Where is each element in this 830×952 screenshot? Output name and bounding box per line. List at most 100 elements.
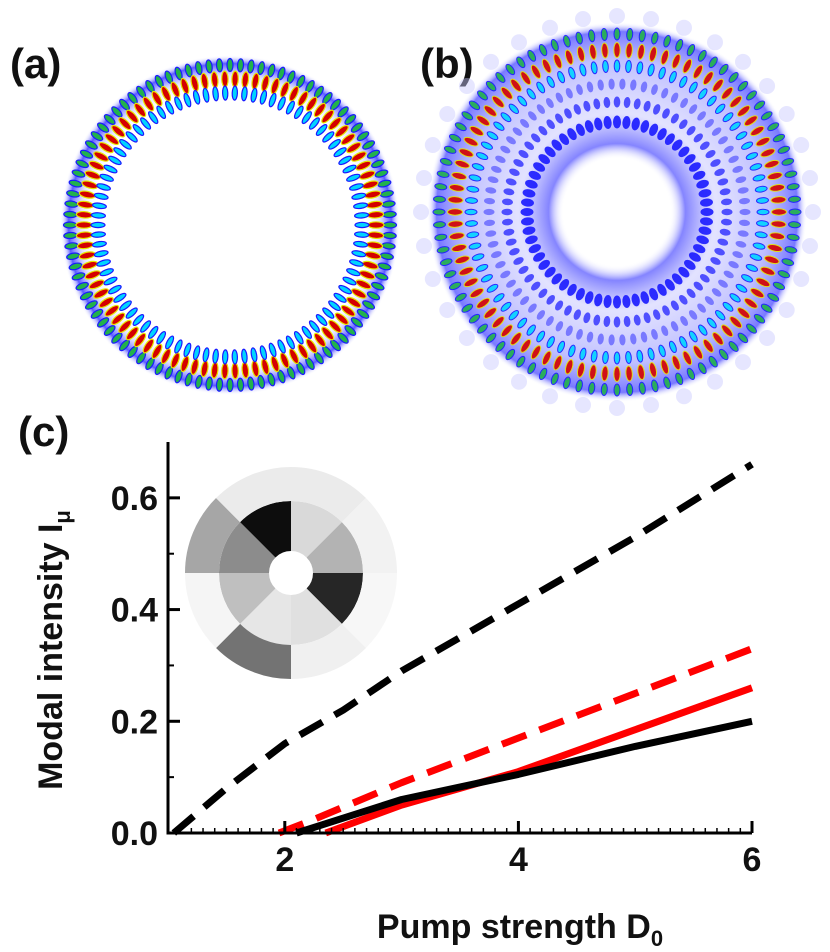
pattern-a-lobe (98, 296, 114, 309)
pattern-a-lobe (99, 173, 114, 182)
pattern-a-lobe (75, 221, 93, 229)
pattern-a-lobe (379, 189, 394, 198)
pattern-a-lobe (328, 300, 341, 312)
pattern-a-lobe (349, 259, 364, 267)
pattern-a-lobe (297, 90, 309, 107)
pattern-a-lobe (66, 189, 81, 198)
pattern-a-lobe (277, 96, 286, 111)
pattern-a-lobe (165, 100, 175, 115)
pattern-a-lobe (68, 179, 83, 188)
pattern-a-lobe (301, 111, 312, 125)
pattern-a-lobe (111, 312, 126, 326)
pattern-a-lobe (337, 106, 349, 118)
pattern-a-lobe (250, 87, 258, 103)
pattern-a-glow (60, 55, 400, 395)
pattern-a-lobe (93, 151, 109, 162)
pattern-a-lobe (231, 362, 239, 380)
pattern-a-lobe (333, 147, 347, 158)
pattern-a-lobe (362, 300, 376, 310)
pattern-a-lobe (293, 330, 304, 345)
pattern-a-lobe (184, 63, 193, 78)
pattern-a-lobe (305, 96, 318, 112)
pattern-a-lobe (288, 348, 300, 365)
pattern-a-lobe (359, 270, 376, 280)
pattern-a-lobe (160, 348, 172, 365)
pattern-a-lobe (308, 320, 320, 333)
pattern-a-lobe (322, 307, 335, 319)
pattern-a-lobe (221, 362, 229, 380)
pattern-a-lobe (354, 212, 370, 219)
pattern-a-lobe (321, 326, 335, 341)
pattern-a-lobe (148, 111, 159, 125)
pattern-a-lobe (236, 58, 245, 73)
pattern-a-lobe (174, 96, 183, 111)
pattern-a-lobe (90, 131, 104, 142)
pattern-a-lobe (97, 317, 110, 328)
pattern-a-lobe (113, 292, 127, 303)
pattern-a-lobe (125, 131, 138, 143)
pattern-a-lobe (315, 124, 328, 136)
pattern-a-lobe (293, 105, 304, 120)
pattern-a-lobe (215, 58, 224, 73)
pattern-a-lobe (330, 98, 341, 111)
pattern-a-lobe (342, 164, 357, 174)
pattern-a-lobe (140, 320, 152, 333)
pattern-a-lobe (194, 61, 203, 76)
pattern-a-lobe (379, 252, 394, 261)
pattern-a-lobe (111, 124, 126, 138)
pattern-a-lobe (279, 81, 290, 98)
pattern-a-lobe (344, 325, 357, 336)
pattern-a-lobe (351, 192, 367, 200)
pattern-a-lobe (350, 122, 363, 133)
pattern-a-lobe (108, 284, 122, 295)
pattern-a-lobe (90, 231, 106, 238)
pattern-a-lobe (174, 339, 183, 354)
pattern-a-lobe (118, 116, 132, 131)
pattern-a-lobe (241, 348, 248, 364)
pattern-a-lobe (125, 326, 139, 341)
pattern-a-lobe (371, 281, 385, 291)
pattern-a-lobe (231, 70, 239, 88)
pattern-a-lobe (371, 159, 385, 169)
pattern-a-lobe (231, 349, 239, 365)
pattern-a-lobe (104, 304, 120, 317)
pattern-a-lobe (202, 347, 210, 363)
pattern-a-lobe (119, 339, 130, 352)
pattern-a-lobe (125, 109, 139, 124)
pattern-a-lobe (111, 106, 123, 118)
pattern-a-lobe (91, 202, 107, 210)
pattern-a-lobe (349, 183, 364, 191)
pattern-a-lobe (330, 339, 341, 352)
pattern-a-lobe (84, 300, 98, 310)
pattern-a-lobe (215, 377, 224, 392)
pattern-a-lobe (334, 124, 349, 138)
pattern-a-lobe (377, 262, 392, 271)
pattern-a-lobe (205, 59, 213, 74)
pattern-a-lobe (382, 210, 397, 219)
pattern-a-lobe (221, 70, 229, 88)
pattern-a-lobe (267, 372, 276, 387)
pattern-a-lobe (103, 114, 116, 125)
pattern-a-lobe (71, 169, 86, 178)
pattern-a-lobe (279, 352, 290, 369)
panel-label-a: (a) (10, 40, 62, 87)
pattern-a-lobe (212, 86, 219, 102)
pattern-a-lobe (277, 66, 286, 81)
pattern-a-lobe (344, 114, 357, 125)
pattern-a-lobe (356, 131, 370, 142)
pattern-a-lobe (226, 57, 234, 73)
pattern-a-lobe (374, 169, 389, 178)
pattern-a-lobe (205, 376, 213, 391)
pattern-a-lobe (333, 292, 347, 303)
pattern-a-lobe (113, 147, 127, 158)
pattern-a-lobe (382, 231, 397, 240)
pattern-a-lobe (288, 85, 300, 102)
pattern-a-lobe (277, 369, 286, 384)
pattern-a-lobe (354, 221, 370, 229)
pattern-a-lobe (75, 159, 89, 169)
pattern-a-lobe (183, 92, 192, 108)
pattern-a-lobe (342, 276, 357, 286)
pattern-a-lobe (63, 210, 78, 219)
pattern-a-lobe (156, 330, 167, 345)
pattern-a-lobe (355, 279, 372, 290)
